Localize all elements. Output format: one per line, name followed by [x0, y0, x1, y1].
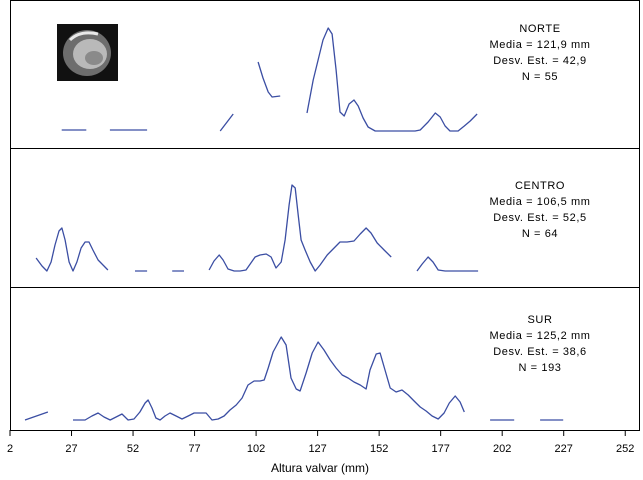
x-tick-label: 252	[616, 443, 634, 455]
x-tick-label: 227	[555, 443, 573, 455]
annotation: Media = 125,2 mm	[489, 330, 590, 342]
oyster-photo	[57, 24, 118, 81]
annotation: SUR	[527, 314, 552, 326]
x-tick-label: 202	[493, 443, 511, 455]
annotation: Desv. Est. = 38,6	[493, 346, 586, 358]
x-tick-label: 152	[370, 443, 388, 455]
annotation: Media = 121,9 mm	[489, 39, 590, 51]
x-tick-label: 52	[127, 443, 139, 455]
x-tick-label: 102	[247, 443, 265, 455]
x-axis-label: Altura valvar (mm)	[271, 461, 369, 475]
data-line	[61, 27, 478, 132]
data-line	[35, 184, 479, 272]
plot-frame	[10, 0, 640, 431]
x-tick-label: 127	[308, 443, 326, 455]
annotation: Desv. Est. = 42,9	[493, 55, 586, 67]
data-line	[24, 336, 564, 421]
annotation: Media = 106,5 mm	[489, 196, 590, 208]
x-tick-label: 177	[431, 443, 449, 455]
x-tick-label: 77	[188, 443, 200, 455]
annotation: NORTE	[519, 23, 560, 35]
annotation: CENTRO	[515, 180, 565, 192]
annotation: N = 55	[522, 71, 558, 83]
x-tick-label: 27	[65, 443, 77, 455]
annotation: Desv. Est. = 52,5	[493, 212, 586, 224]
annotation: N = 193	[518, 362, 561, 374]
annotation: N = 64	[522, 228, 558, 240]
x-tick-label: 2	[7, 443, 13, 455]
